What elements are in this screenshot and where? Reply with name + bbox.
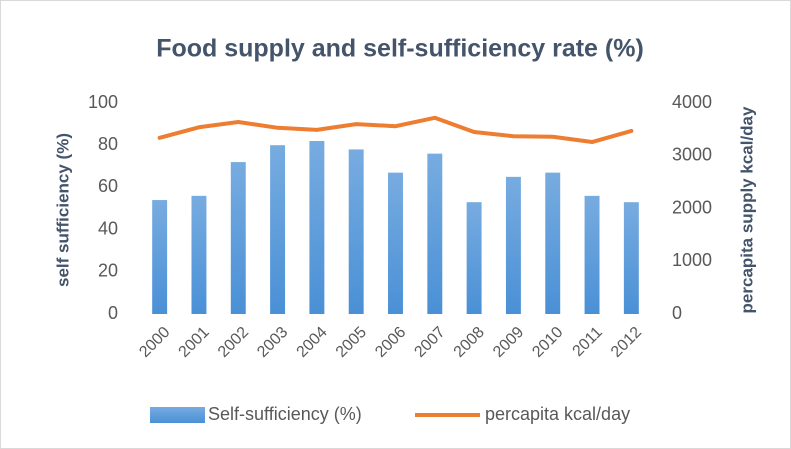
bar — [505, 176, 521, 314]
bar — [348, 149, 364, 314]
y-tick-label: 40 — [98, 218, 118, 238]
y-axis-label: self sufficiency (%) — [53, 133, 72, 287]
bar — [230, 162, 246, 314]
chart-title: Food supply and self-sufficiency rate (%… — [156, 35, 644, 63]
y-tick-label: 60 — [98, 176, 118, 196]
bar — [545, 172, 561, 314]
legend-swatch — [150, 407, 205, 423]
bar — [466, 202, 482, 314]
y-tick-label: 80 — [98, 134, 118, 154]
bar — [623, 202, 639, 314]
y2-tick-label: 0 — [672, 303, 682, 323]
y2-tick-label: 3000 — [672, 145, 712, 165]
y2-tick-label: 4000 — [672, 92, 712, 112]
y-tick-label: 20 — [98, 261, 118, 281]
legend-label: percapita kcal/day — [485, 404, 630, 424]
bar — [584, 195, 600, 314]
bar — [309, 140, 325, 314]
y-tick-label: 100 — [88, 92, 118, 112]
bar — [270, 145, 286, 314]
y-tick-label: 0 — [108, 303, 118, 323]
bar — [427, 153, 443, 314]
y2-axis-label: percapita supply kcal/day — [737, 106, 756, 313]
y2-tick-label: 1000 — [672, 250, 712, 270]
bar — [191, 195, 207, 314]
bar — [388, 172, 403, 314]
line — [157, 115, 634, 145]
legend-label: Self-sufficiency (%) — [208, 404, 362, 424]
y2-tick-label: 2000 — [672, 197, 712, 217]
bar — [152, 200, 168, 314]
